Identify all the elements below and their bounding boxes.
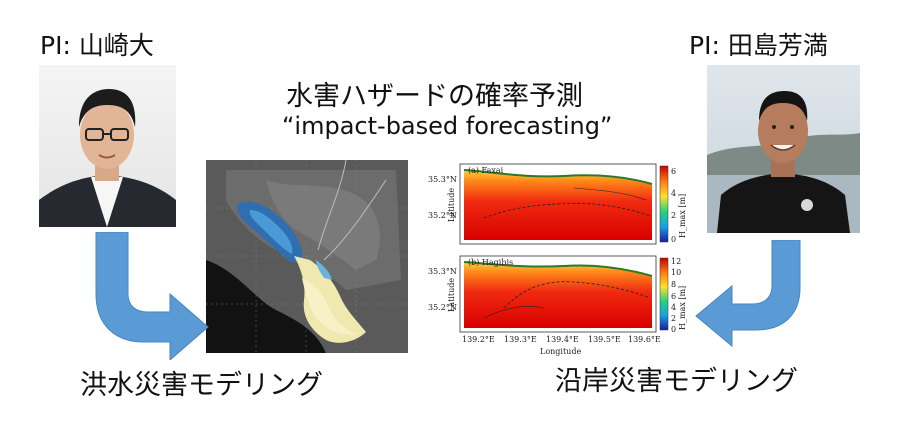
panel-a-ylabel: Latitude xyxy=(447,188,456,222)
coastal-modeling-caption: 沿岸災害モデリング xyxy=(555,366,798,397)
panel-b-title: (b) Hagibis xyxy=(468,258,513,267)
panel-b-ylabel: Latitude xyxy=(447,278,456,312)
xtick-139-6: 139.6°E xyxy=(628,335,661,344)
panel-a-cbar-label: H_max [m] xyxy=(678,194,687,238)
impact-based-forecasting-subtitle: “impact-based forecasting” xyxy=(282,112,613,140)
panel-b-cbar-tick-12: 12 xyxy=(671,257,681,266)
left-pi-photo xyxy=(39,65,176,227)
panel-a-ytick-2: 35.2°N xyxy=(428,211,457,220)
right-pi-photo xyxy=(707,65,860,233)
panel-b-cbar-tick-4: 4 xyxy=(671,303,676,312)
panel-b-cbar-tick-2: 2 xyxy=(671,314,676,323)
storm-surge-figure: (a) Faxai 35.3°N 35.2°N Latitude 6 4 2 0… xyxy=(424,158,688,358)
left-pi-label: PI: 山崎大 xyxy=(40,31,154,60)
panel-b-cbar-tick-6: 6 xyxy=(671,292,676,301)
panel-a-cbar-tick-0: 0 xyxy=(671,235,676,244)
right-pi-label: PI: 田島芳満 xyxy=(689,31,828,60)
hazard-forecast-title: 水害ハザードの確率予測 xyxy=(286,81,583,112)
xtick-139-4: 139.4°E xyxy=(546,335,579,344)
panel-a-title: (a) Faxai xyxy=(468,166,504,175)
panel-a-cbar-tick-4: 4 xyxy=(671,189,676,198)
panel-b-cbar-tick-8: 8 xyxy=(671,280,676,289)
right-curved-arrow-icon xyxy=(692,240,808,348)
flood-modeling-caption: 洪水災害モデリング xyxy=(80,370,323,401)
panel-a-ytick-1: 35.3°N xyxy=(428,175,457,184)
panel-b-cbar-label: H_max [m] xyxy=(678,286,687,330)
xtick-139-2: 139.2°E xyxy=(462,335,495,344)
xtick-139-5: 139.5°E xyxy=(588,335,621,344)
panel-b-ytick-2: 35.2°N xyxy=(428,303,457,312)
panel-b-cbar-tick-0: 0 xyxy=(671,325,676,334)
xlabel-longitude: Longitude xyxy=(540,347,581,356)
panel-b-ytick-1: 35.3°N xyxy=(428,267,457,276)
flood-inundation-map xyxy=(206,160,408,353)
panel-b-cbar-tick-10: 10 xyxy=(671,268,681,277)
panel-a-cbar-tick-6: 6 xyxy=(671,167,676,176)
left-curved-arrow-icon xyxy=(86,232,212,360)
panel-a-cbar-tick-2: 2 xyxy=(671,211,676,220)
xtick-139-3: 139.3°E xyxy=(504,335,537,344)
